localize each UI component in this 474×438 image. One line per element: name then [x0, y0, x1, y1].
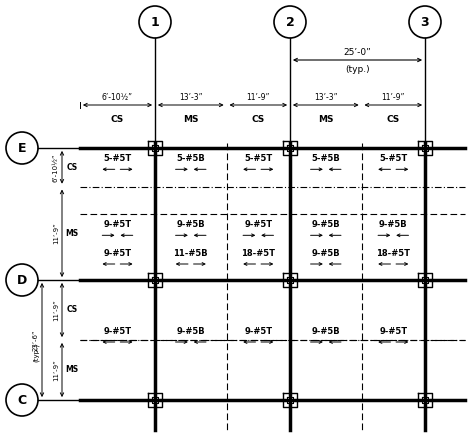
- Text: CS: CS: [66, 305, 78, 314]
- Text: 9-#5T: 9-#5T: [244, 220, 273, 230]
- Text: 9-#5T: 9-#5T: [103, 249, 132, 258]
- Text: CS: CS: [387, 115, 400, 124]
- Text: 13’-3”: 13’-3”: [314, 93, 337, 102]
- Text: MS: MS: [65, 229, 79, 238]
- Text: 11’-9”: 11’-9”: [53, 359, 59, 381]
- Text: 5-#5T: 5-#5T: [103, 154, 132, 163]
- Text: CS: CS: [111, 115, 124, 124]
- Text: 9-#5B: 9-#5B: [379, 220, 408, 230]
- Text: 5-#5T: 5-#5T: [244, 154, 273, 163]
- Text: (typ.): (typ.): [345, 65, 370, 74]
- Text: 5-#5T: 5-#5T: [379, 154, 407, 163]
- Text: MS: MS: [183, 115, 199, 124]
- Text: 11’-9”: 11’-9”: [53, 299, 59, 321]
- Text: 6’-10½”: 6’-10½”: [53, 153, 59, 182]
- Text: 13’-3”: 13’-3”: [179, 93, 202, 102]
- Text: 6’-10½”: 6’-10½”: [102, 93, 133, 102]
- Text: D: D: [17, 273, 27, 286]
- Text: 11’-9”: 11’-9”: [382, 93, 405, 102]
- Text: 5-#5B: 5-#5B: [176, 154, 205, 163]
- Text: 3: 3: [421, 15, 429, 28]
- Text: 9-#5B: 9-#5B: [311, 220, 340, 230]
- Text: 9-#5B: 9-#5B: [311, 249, 340, 258]
- Text: C: C: [18, 393, 27, 406]
- Text: 11’-9”: 11’-9”: [246, 93, 270, 102]
- Text: 11’-9”: 11’-9”: [53, 223, 59, 244]
- Text: 2: 2: [286, 15, 294, 28]
- Text: 5-#5B: 5-#5B: [311, 154, 340, 163]
- Text: 9-#5B: 9-#5B: [176, 220, 205, 230]
- Text: 9-#5T: 9-#5T: [103, 327, 132, 336]
- Text: 18-#5T: 18-#5T: [241, 249, 275, 258]
- Text: 1: 1: [151, 15, 159, 28]
- Text: 9-#5B: 9-#5B: [176, 327, 205, 336]
- Text: CS: CS: [66, 163, 78, 172]
- Text: 9-#5T: 9-#5T: [244, 327, 273, 336]
- Text: 11-#5B: 11-#5B: [173, 249, 208, 258]
- Text: (typ.): (typ.): [33, 343, 39, 361]
- Text: 23’-6”: 23’-6”: [33, 329, 39, 351]
- Text: 25’-0”: 25’-0”: [344, 48, 371, 57]
- Text: MS: MS: [318, 115, 334, 124]
- Text: 9-#5T: 9-#5T: [379, 327, 407, 336]
- Text: MS: MS: [65, 365, 79, 374]
- Text: 18-#5T: 18-#5T: [376, 249, 410, 258]
- Text: 9-#5T: 9-#5T: [103, 220, 132, 230]
- Text: E: E: [18, 141, 26, 155]
- Text: CS: CS: [252, 115, 265, 124]
- Text: 9-#5B: 9-#5B: [311, 327, 340, 336]
